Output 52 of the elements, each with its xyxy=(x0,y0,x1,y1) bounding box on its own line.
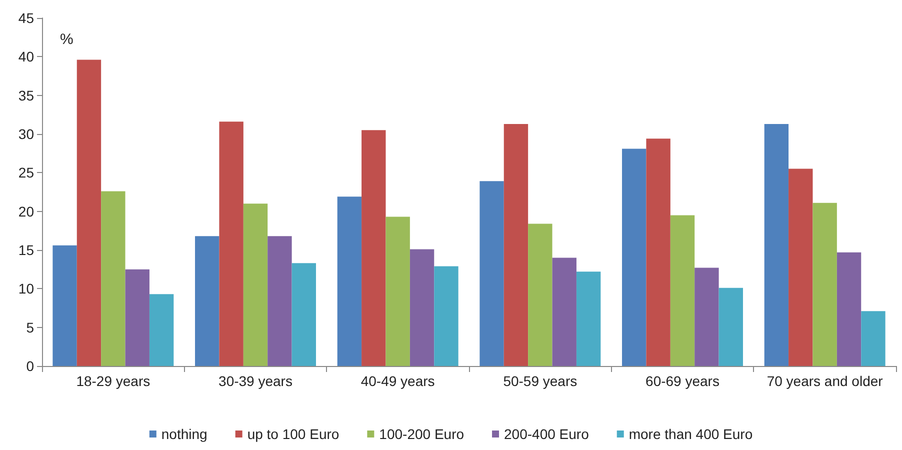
bar xyxy=(670,215,695,366)
bar xyxy=(149,294,174,366)
y-tick-label: 40 xyxy=(18,48,34,65)
bar xyxy=(195,236,220,366)
legend-label: up to 100 Euro xyxy=(247,426,340,442)
x-tick-label: 40-49 years xyxy=(360,373,435,389)
bar xyxy=(76,60,102,366)
legend-label: nothing xyxy=(161,426,208,442)
y-tick-label: 0 xyxy=(26,358,34,374)
bar xyxy=(268,236,292,366)
bar xyxy=(528,224,552,366)
bar xyxy=(861,311,886,366)
bar xyxy=(836,252,862,366)
bar xyxy=(764,124,789,366)
legend-label: 200-400 Euro xyxy=(504,426,590,442)
bar xyxy=(243,204,268,366)
bar xyxy=(410,249,434,366)
x-tick-label: 18-29 years xyxy=(76,373,150,389)
bar xyxy=(480,181,504,366)
bar xyxy=(337,196,362,366)
bar xyxy=(52,245,77,366)
bar xyxy=(622,148,646,366)
y-tick-label: 20 xyxy=(18,203,34,220)
bar xyxy=(646,138,670,366)
bar xyxy=(812,202,837,366)
bar xyxy=(504,124,528,366)
bar xyxy=(125,269,150,366)
legend-label: more than 400 Euro xyxy=(628,426,753,442)
bar xyxy=(434,266,458,366)
y-axis-title: % xyxy=(60,31,74,48)
bar xyxy=(718,288,743,366)
y-tick-label: 5 xyxy=(26,319,34,336)
y-tick-label: 30 xyxy=(18,126,34,142)
bar xyxy=(694,268,719,366)
bar xyxy=(362,130,386,366)
bar xyxy=(386,216,410,366)
legend-label: 100-200 Euro xyxy=(379,426,464,442)
y-tick-label: 10 xyxy=(18,280,34,297)
y-tick-label: 35 xyxy=(18,87,34,104)
x-tick-label: 30-39 years xyxy=(218,373,292,389)
x-tick-label: 60-69 years xyxy=(646,373,720,389)
bar xyxy=(576,272,601,366)
bar xyxy=(292,263,316,366)
x-tick-label: 50-59 years xyxy=(503,373,578,389)
y-tick-label: 45 xyxy=(18,10,34,26)
bar xyxy=(101,191,126,366)
bar xyxy=(788,168,813,366)
y-tick-label: 25 xyxy=(18,164,34,181)
x-tick-label: 70 years and older xyxy=(766,373,884,389)
y-tick-label: 15 xyxy=(18,242,34,258)
bar xyxy=(552,258,576,366)
bar xyxy=(219,122,244,366)
